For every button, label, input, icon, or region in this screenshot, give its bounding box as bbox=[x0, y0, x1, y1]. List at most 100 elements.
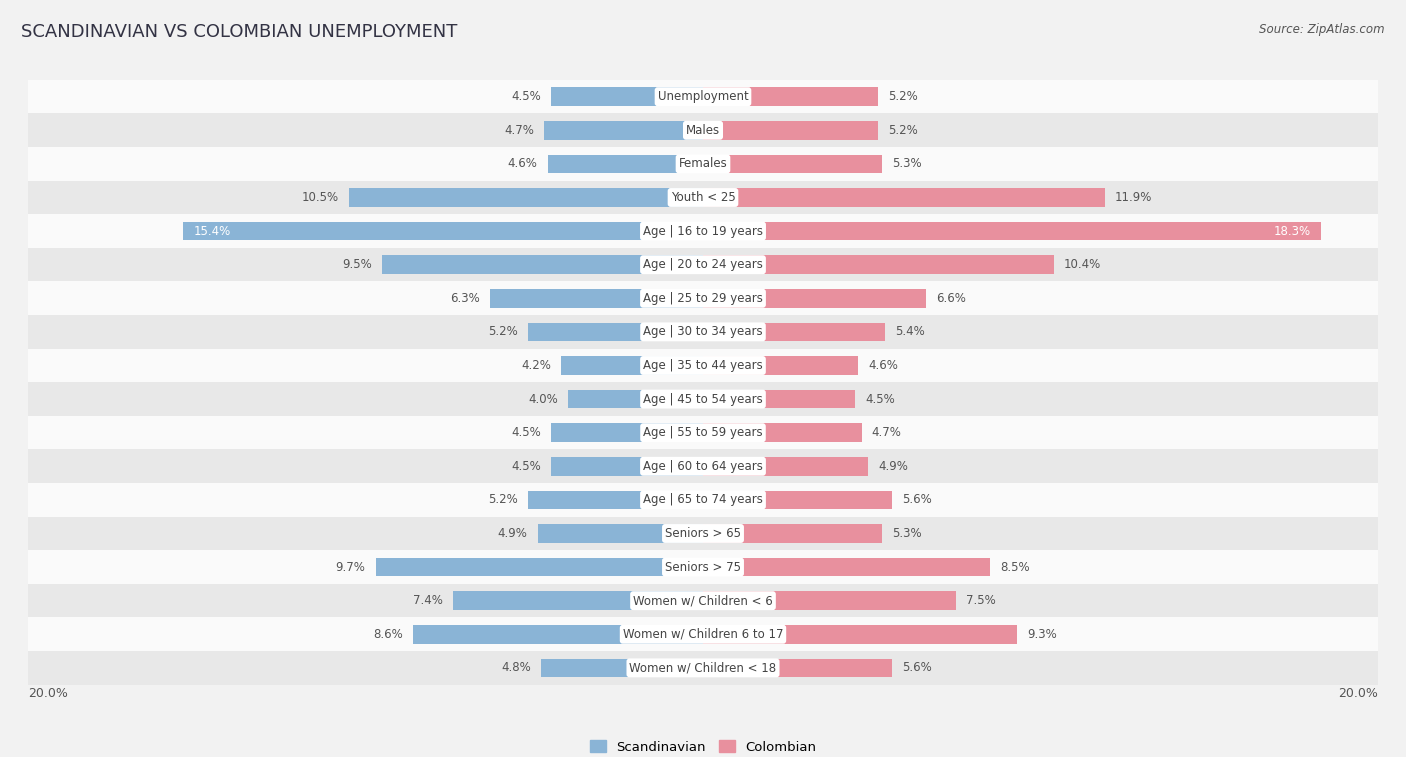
Text: 5.2%: 5.2% bbox=[488, 326, 517, 338]
Text: 4.2%: 4.2% bbox=[522, 359, 551, 372]
Bar bbox=[703, 255, 1054, 274]
Bar bbox=[28, 483, 1378, 517]
Text: 5.6%: 5.6% bbox=[903, 494, 932, 506]
Text: 18.3%: 18.3% bbox=[1274, 225, 1310, 238]
Bar bbox=[28, 450, 1378, 483]
Bar bbox=[561, 357, 703, 375]
Text: Age | 16 to 19 years: Age | 16 to 19 years bbox=[643, 225, 763, 238]
Text: 9.7%: 9.7% bbox=[336, 561, 366, 574]
Text: Women w/ Children < 6: Women w/ Children < 6 bbox=[633, 594, 773, 607]
Bar bbox=[28, 416, 1378, 450]
Text: Age | 60 to 64 years: Age | 60 to 64 years bbox=[643, 459, 763, 473]
Legend: Scandinavian, Colombian: Scandinavian, Colombian bbox=[585, 735, 821, 757]
Text: 10.4%: 10.4% bbox=[1064, 258, 1101, 271]
Text: Age | 30 to 34 years: Age | 30 to 34 years bbox=[643, 326, 763, 338]
Text: Seniors > 75: Seniors > 75 bbox=[665, 561, 741, 574]
Bar bbox=[28, 651, 1378, 684]
Bar bbox=[28, 114, 1378, 147]
Bar bbox=[28, 618, 1378, 651]
Text: Women w/ Children 6 to 17: Women w/ Children 6 to 17 bbox=[623, 628, 783, 640]
Text: 8.5%: 8.5% bbox=[1000, 561, 1029, 574]
Bar bbox=[703, 423, 862, 442]
Bar bbox=[28, 584, 1378, 618]
Text: 5.2%: 5.2% bbox=[488, 494, 517, 506]
Bar bbox=[703, 457, 869, 475]
Bar bbox=[551, 457, 703, 475]
Text: Age | 45 to 54 years: Age | 45 to 54 years bbox=[643, 393, 763, 406]
Text: 5.3%: 5.3% bbox=[891, 527, 921, 540]
Text: 10.5%: 10.5% bbox=[301, 191, 339, 204]
Bar bbox=[703, 591, 956, 610]
Text: 9.5%: 9.5% bbox=[343, 258, 373, 271]
Bar bbox=[375, 558, 703, 576]
Bar bbox=[28, 382, 1378, 416]
Text: 4.5%: 4.5% bbox=[512, 459, 541, 473]
Text: 4.9%: 4.9% bbox=[879, 459, 908, 473]
Text: 15.4%: 15.4% bbox=[194, 225, 231, 238]
Bar bbox=[703, 222, 1320, 240]
Text: Age | 35 to 44 years: Age | 35 to 44 years bbox=[643, 359, 763, 372]
Text: 6.3%: 6.3% bbox=[450, 291, 481, 305]
Text: 4.0%: 4.0% bbox=[529, 393, 558, 406]
Text: 9.3%: 9.3% bbox=[1026, 628, 1057, 640]
Bar bbox=[568, 390, 703, 408]
Text: Seniors > 65: Seniors > 65 bbox=[665, 527, 741, 540]
Text: 4.7%: 4.7% bbox=[505, 124, 534, 137]
Bar bbox=[453, 591, 703, 610]
Bar bbox=[703, 121, 879, 139]
Text: 20.0%: 20.0% bbox=[28, 687, 67, 699]
Bar bbox=[703, 390, 855, 408]
Bar bbox=[703, 322, 886, 341]
Bar bbox=[703, 525, 882, 543]
Text: 7.4%: 7.4% bbox=[413, 594, 443, 607]
Bar bbox=[551, 423, 703, 442]
Bar bbox=[537, 525, 703, 543]
Bar bbox=[413, 625, 703, 643]
Text: 4.9%: 4.9% bbox=[498, 527, 527, 540]
Bar bbox=[491, 289, 703, 307]
Text: Youth < 25: Youth < 25 bbox=[671, 191, 735, 204]
Text: 7.5%: 7.5% bbox=[966, 594, 995, 607]
Text: 4.6%: 4.6% bbox=[508, 157, 537, 170]
Bar bbox=[28, 80, 1378, 114]
Text: 5.2%: 5.2% bbox=[889, 124, 918, 137]
Text: 4.8%: 4.8% bbox=[501, 662, 531, 674]
Bar bbox=[703, 154, 882, 173]
Text: 5.2%: 5.2% bbox=[889, 90, 918, 103]
Text: 4.5%: 4.5% bbox=[512, 90, 541, 103]
Text: 11.9%: 11.9% bbox=[1115, 191, 1152, 204]
Text: 4.6%: 4.6% bbox=[869, 359, 898, 372]
Bar bbox=[551, 88, 703, 106]
Bar bbox=[703, 357, 858, 375]
Text: 4.7%: 4.7% bbox=[872, 426, 901, 439]
Bar bbox=[28, 517, 1378, 550]
Bar bbox=[28, 282, 1378, 315]
Bar bbox=[28, 147, 1378, 181]
Bar bbox=[527, 491, 703, 509]
Bar bbox=[544, 121, 703, 139]
Bar bbox=[548, 154, 703, 173]
Text: 5.6%: 5.6% bbox=[903, 662, 932, 674]
Text: Source: ZipAtlas.com: Source: ZipAtlas.com bbox=[1260, 23, 1385, 36]
Bar bbox=[28, 181, 1378, 214]
Text: 5.3%: 5.3% bbox=[891, 157, 921, 170]
Bar bbox=[28, 349, 1378, 382]
Bar bbox=[382, 255, 703, 274]
Bar bbox=[703, 188, 1105, 207]
Bar bbox=[28, 214, 1378, 248]
Bar bbox=[703, 491, 891, 509]
Text: 20.0%: 20.0% bbox=[1339, 687, 1378, 699]
Text: Unemployment: Unemployment bbox=[658, 90, 748, 103]
Text: SCANDINAVIAN VS COLOMBIAN UNEMPLOYMENT: SCANDINAVIAN VS COLOMBIAN UNEMPLOYMENT bbox=[21, 23, 457, 41]
Text: 6.6%: 6.6% bbox=[936, 291, 966, 305]
Text: Age | 55 to 59 years: Age | 55 to 59 years bbox=[643, 426, 763, 439]
Bar bbox=[28, 550, 1378, 584]
Text: Age | 25 to 29 years: Age | 25 to 29 years bbox=[643, 291, 763, 305]
Text: Women w/ Children < 18: Women w/ Children < 18 bbox=[630, 662, 776, 674]
Bar bbox=[703, 558, 990, 576]
Bar bbox=[541, 659, 703, 677]
Text: Age | 20 to 24 years: Age | 20 to 24 years bbox=[643, 258, 763, 271]
Text: 4.5%: 4.5% bbox=[865, 393, 894, 406]
Bar bbox=[703, 625, 1017, 643]
Bar bbox=[527, 322, 703, 341]
